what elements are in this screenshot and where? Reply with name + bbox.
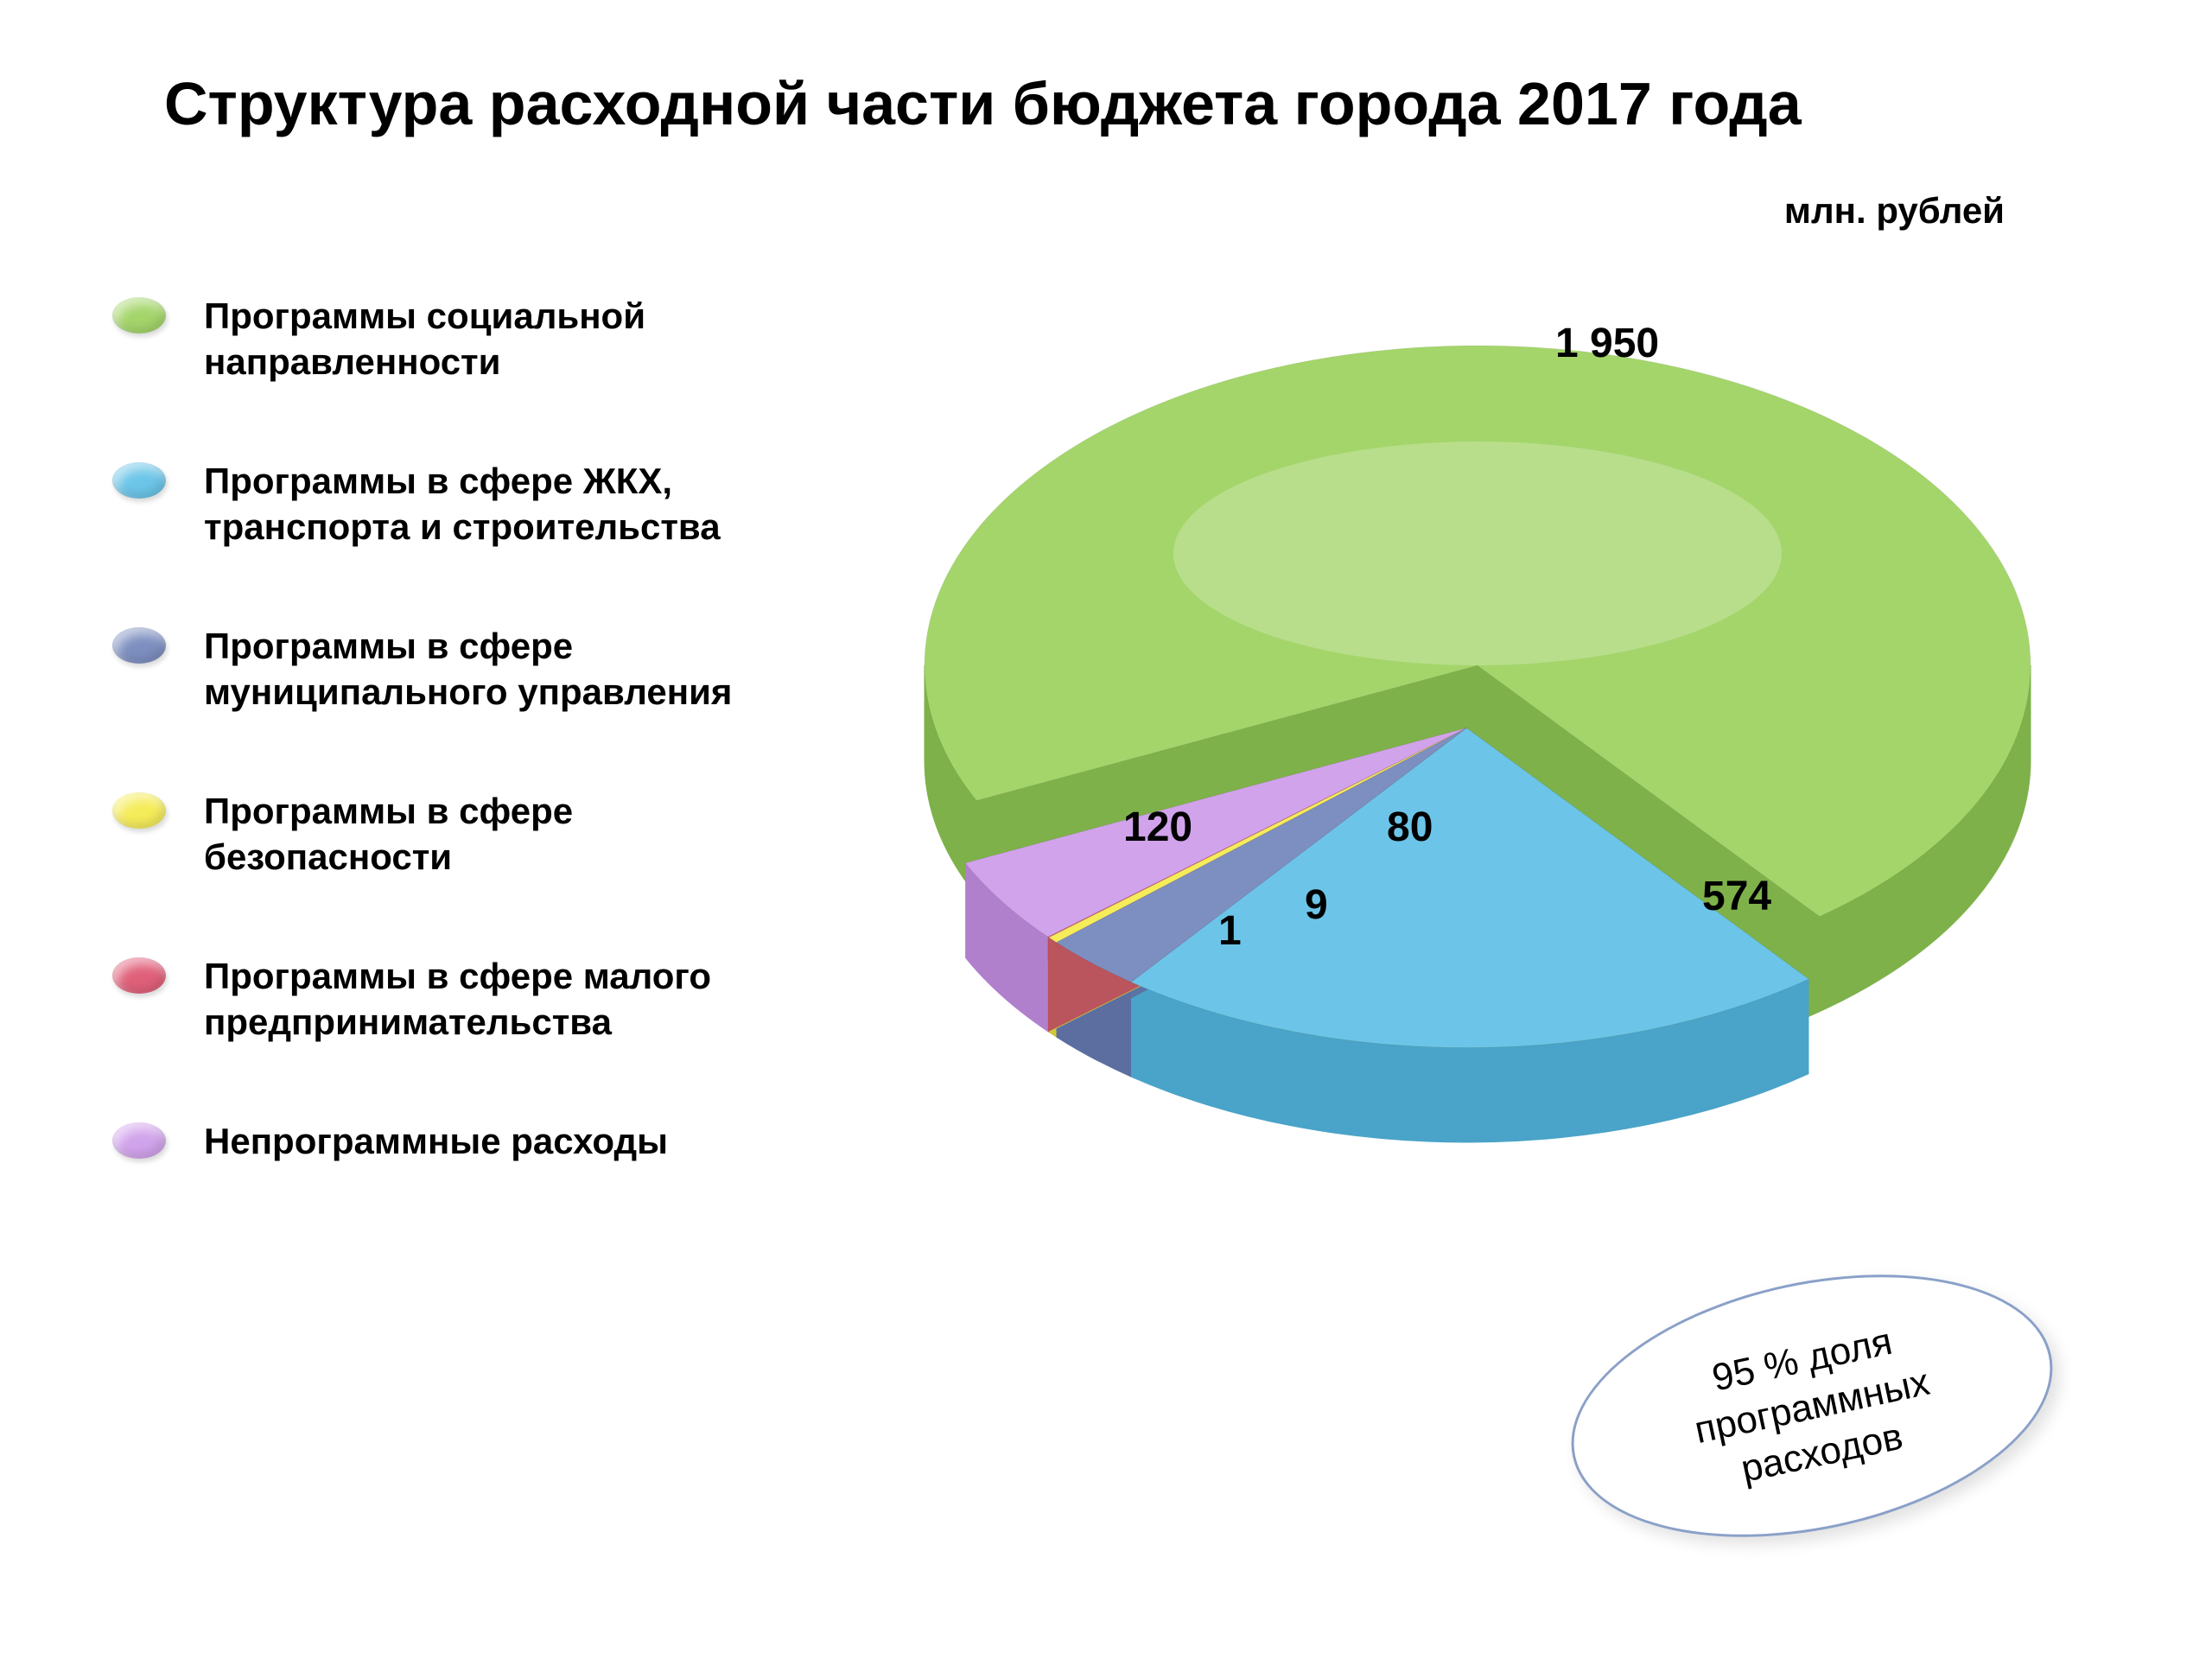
page-root: Структура расходной части бюджета города… [0,0,2212,1659]
value-label-social: 1 950 [1555,320,1659,367]
pie-chart: 1 950 574 80 9 1 120 [847,251,2108,1201]
legend-label: Программы в сфере малого предприниматель… [204,954,809,1045]
legend-item-safety: Программы в сфере безопасности [112,789,821,880]
legend-label: Программы в сфере ЖКХ, транспорта и стро… [204,459,809,550]
legend: Программы социальной направленности Прог… [112,294,821,1239]
legend-item-municipal: Программы в сфере муниципального управле… [112,624,821,715]
chart-units: млн. рублей [1784,190,2005,232]
callout-text: 95 % доля программных расходов [1681,1312,1943,1501]
pie-svg [847,251,2108,1201]
callout-ellipse: 95 % доля программных расходов [1547,1234,2076,1577]
legend-swatch [112,462,166,499]
legend-swatch [112,627,166,664]
legend-label: Программы в сфере безопасности [204,789,809,880]
legend-label: Непрограммные расходы [204,1119,668,1165]
legend-label: Программы в сфере муниципального управле… [204,624,809,715]
legend-swatch [112,957,166,994]
value-label-safety: 9 [1305,881,1328,929]
legend-swatch [112,792,166,829]
legend-item-smallbiz: Программы в сфере малого предприниматель… [112,954,821,1045]
legend-item-jkh: Программы в сфере ЖКХ, транспорта и стро… [112,459,821,550]
value-label-jkh: 574 [1702,873,1771,920]
legend-item-social: Программы социальной направленности [112,294,821,385]
value-label-nonprogram: 120 [1123,804,1192,851]
legend-label: Программы социальной направленности [204,294,809,385]
chart-title: Структура расходной части бюджета города… [164,69,1802,138]
legend-swatch [112,1122,166,1159]
legend-swatch [112,297,166,334]
legend-item-nonprogram: Непрограммные расходы [112,1119,821,1165]
value-label-municipal: 80 [1387,804,1433,851]
value-label-smallbiz: 1 [1218,907,1242,955]
highlight [1173,442,1782,665]
